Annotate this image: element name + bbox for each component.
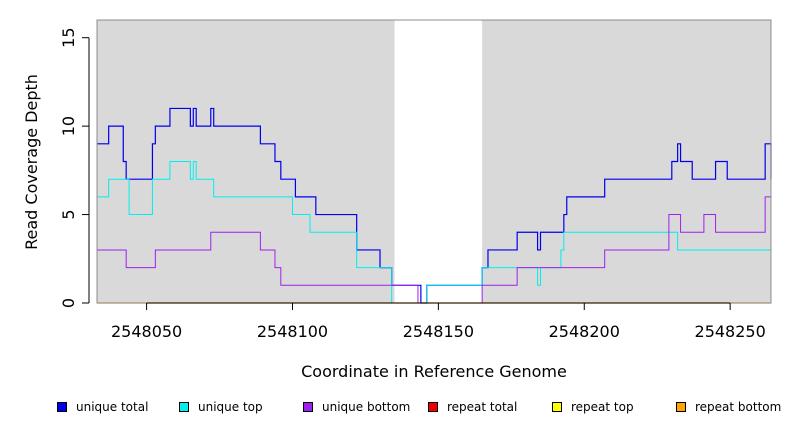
legend-item-repeat-bottom: repeat bottom [676, 400, 781, 414]
legend-swatch [303, 402, 313, 412]
x-tick-label: 2548050 [111, 322, 182, 341]
y-axis-title: Read Coverage Depth [22, 74, 41, 250]
unshaded-region [394, 20, 483, 303]
legend-swatch [57, 402, 67, 412]
x-tick-label: 2548100 [257, 322, 328, 341]
legend-item-repeat-top: repeat top [552, 400, 634, 414]
plot-background [97, 20, 771, 303]
axes-layer: 2548050 2548100 2548150 2548200 2548250 0 5 10 1… [59, 28, 766, 341]
legend-swatch [676, 402, 686, 412]
y-tick-label: 5 [59, 209, 78, 219]
legend-item-unique-bottom: unique bottom [303, 400, 410, 414]
legend-swatch [552, 402, 562, 412]
legend-label: repeat top [571, 400, 634, 414]
shaded-region-left [97, 20, 395, 303]
y-tick-label: 10 [59, 116, 78, 136]
legend-item-repeat-total: repeat total [428, 400, 517, 414]
legend-label: unique total [76, 400, 149, 414]
y-tick-label: 15 [59, 28, 78, 48]
legend-swatch [179, 402, 189, 412]
legend-item-unique-total: unique total [57, 400, 148, 414]
legend-label: unique top [198, 400, 263, 414]
legend: unique total unique top unique bottom re… [0, 400, 792, 420]
x-axis-title: Coordinate in Reference Genome [301, 362, 567, 381]
x-tick-label: 2548250 [695, 322, 766, 341]
x-tick-label: 2548200 [549, 322, 620, 341]
y-tick-label: 0 [59, 298, 78, 308]
legend-item-unique-top: unique top [179, 400, 263, 414]
legend-label: repeat bottom [695, 400, 782, 414]
legend-swatch [428, 402, 438, 412]
series-line-unique-top [97, 161, 772, 304]
legend-label: repeat total [447, 400, 518, 414]
x-tick-label: 2548150 [403, 322, 474, 341]
legend-label: unique bottom [322, 400, 411, 414]
